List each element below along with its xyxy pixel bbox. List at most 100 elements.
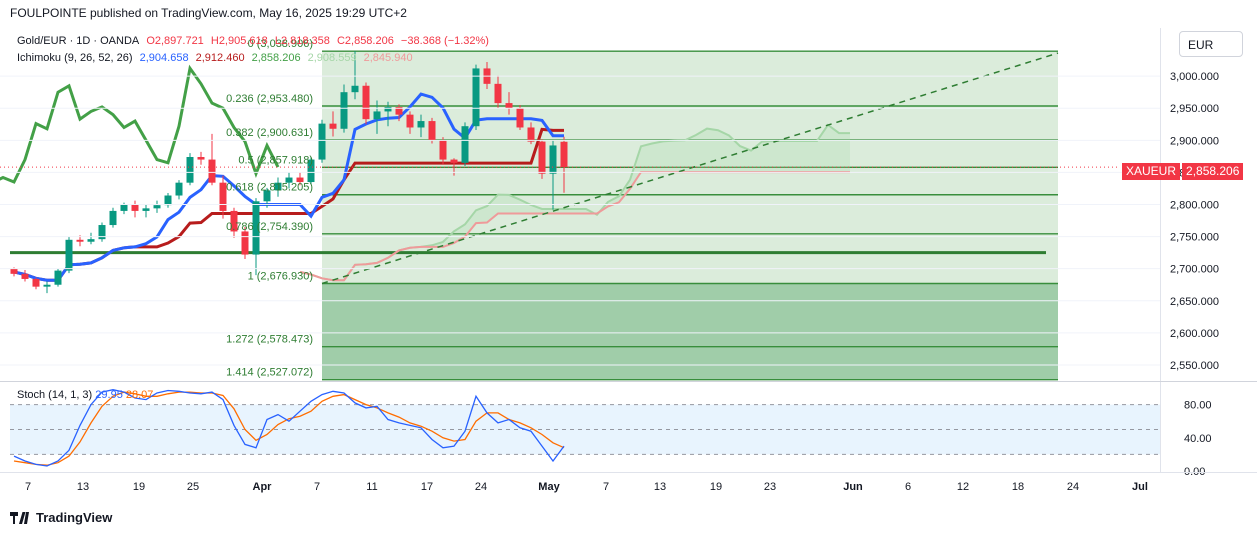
fib-band [322,51,1058,106]
candles [10,51,568,294]
price-tick-label: 2,650.000 [1170,296,1219,308]
ichimoku-spanB-value: 2,845.940 [363,52,413,64]
candle-body [131,204,139,211]
ticker-price: 2,858.206 [1182,163,1244,180]
price-tick-label: 2,900.000 [1170,135,1219,147]
time-tick-label: 7 [314,481,320,493]
stoch-name: Stoch (14, 1, 3) [17,389,93,401]
candle-body [527,127,535,142]
candle-body [351,85,359,93]
candle-body [417,121,425,128]
candle-body [406,114,414,128]
candle-body [164,195,172,206]
candle-body [197,157,205,160]
candle-body [384,106,392,112]
fib-level-label: 0.236 (2,953.480) [226,93,313,105]
time-tick-label: 7 [25,481,31,493]
symbol-name: Gold/EUR · 1D · OANDA [17,35,140,47]
candle-body [186,157,194,183]
candle-body [153,205,161,209]
candle-body [10,268,18,274]
ichimoku-spanA-value: 2,908.559 [307,52,357,64]
ticker-price-badge: XAUEUR 2,858.206 [1122,163,1244,180]
time-tick-label: 11 [366,481,377,493]
candle-body [329,123,337,129]
candle-body [87,239,95,242]
stoch-band-fill [10,404,1160,455]
candle-body [439,140,447,160]
candle-body [274,182,282,191]
fib-level-label: 0 (3,038.906) [248,38,313,50]
candle-body [65,239,73,271]
time-tick-label: 24 [1067,481,1079,493]
price-tick-label: 2,550.000 [1170,360,1219,372]
time-tick-label: 25 [187,481,199,493]
rising-trend-line [321,52,1059,285]
time-tick-label: 12 [957,481,969,493]
fib-labels: 0 (3,038.906) 0.236 (2,953.480) 0.382 (2,9… [226,38,313,379]
time-tick-label: May [538,481,560,493]
candle-body [472,68,480,127]
candle-body [296,177,304,183]
candle-body [307,159,315,183]
kumo-fill [300,124,850,281]
legend-open: O2,897.721 [146,35,204,47]
candle-body [252,201,260,255]
legend-low: L2,818.358 [274,35,330,47]
publish-caption: FOULPOINTE published on TradingView.com,… [10,6,407,20]
candle-body [54,270,62,285]
stoch-k-line [13,389,565,467]
fib-level-label: 1 (2,676.930) [248,270,313,282]
candle-body [263,190,271,202]
candle-body [120,204,128,211]
time-tick-label: 6 [905,481,911,493]
fib-band [322,194,1058,234]
candle-body [21,273,29,279]
ticker-symbol: XAUEUR [1122,163,1181,180]
time-tick-label: 19 [710,481,722,493]
stoch-d-value: 28.07 [125,389,154,401]
legend-close: C2,858.206 [336,35,394,47]
fib-band [322,346,1058,380]
price-tick-label: 3,000.000 [1170,71,1219,83]
time-tick-label: 13 [77,481,89,493]
candle-body [505,103,513,109]
candle-body [230,210,238,232]
price-tick-label: 2,700.000 [1170,264,1219,276]
stoch-d-line [13,391,565,466]
ichimoku-tenkan-value: 2,904.658 [139,52,189,64]
time-tick-label: 7 [603,481,609,493]
candle-body [219,182,227,211]
chikou-span [0,64,280,184]
time-tick-label: 18 [1012,481,1024,493]
candle-body [428,121,436,141]
candle-body [109,210,117,226]
candle-body [494,83,502,104]
candle-body [362,85,370,120]
price-tick-label: 2,750.000 [1170,232,1219,244]
time-axis[interactable]: 7 13 19 25 Apr 7 11 17 24 May 7 13 19 23 Jun 6 12 18 24 Jul [25,481,1148,493]
stoch-k-value: 29.95 [95,389,123,401]
currency-button[interactable]: EUR [1179,31,1243,57]
time-tick-label: 23 [764,481,776,493]
ichimoku-name: Ichimoku (9, 26, 52, 26) [17,52,133,64]
price-tick-label: 2,950.000 [1170,103,1219,115]
candle-body [461,126,469,163]
legend-high: H2,905.618 [210,35,268,47]
stoch-tick-label: 80.00 [1184,400,1212,412]
fib-level-label: 1.272 (2,578.473) [226,334,313,346]
candle-body [373,111,381,120]
ichimoku-legend: Ichimoku (9, 26, 52, 26) 2,904.658 2,912… [17,52,417,64]
tradingview-logo[interactable]: TradingView [10,510,112,525]
time-tick-label: 19 [133,481,145,493]
candle-body [76,239,84,242]
candle-body [208,159,216,183]
price-tick-label: 2,800.000 [1170,200,1219,212]
ichimoku-chikou-value: 2,858.206 [251,52,301,64]
ichimoku-kijun-value: 2,912.460 [195,52,245,64]
candle-body [32,278,40,287]
candle-body [395,106,403,115]
trend-line[interactable] [0,52,1120,285]
